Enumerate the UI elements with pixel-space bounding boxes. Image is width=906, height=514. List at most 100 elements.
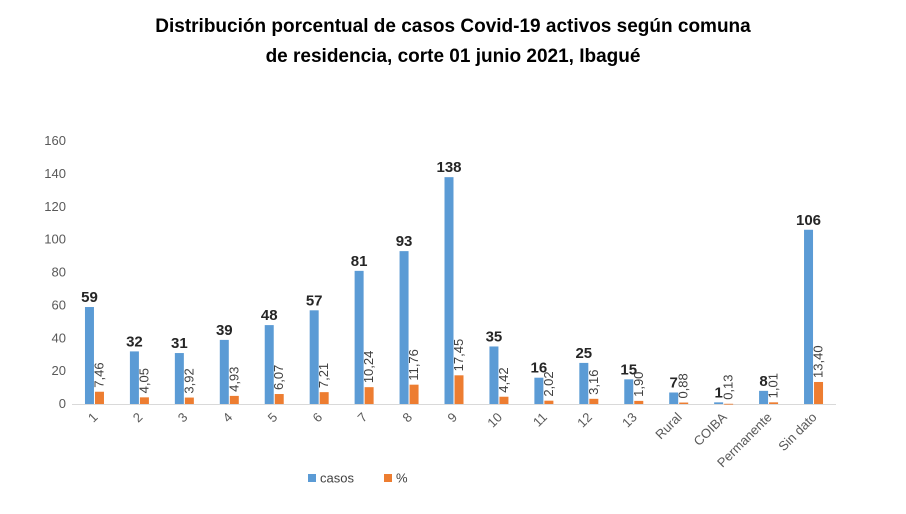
bar-casos [264,325,274,404]
y-tick-label: 120 [44,199,66,214]
bar-percent [499,396,509,404]
bar-percent [229,395,239,404]
y-tick-label: 160 [44,133,66,148]
x-tick-label: 9 [444,410,460,426]
bar-percent [364,387,374,404]
bar-value-label: 93 [396,233,413,250]
y-tick-label: 40 [52,330,66,345]
x-tick-label: 1 [85,410,101,426]
percent-value-label: 7,21 [316,363,331,388]
percent-value-label: 0,88 [676,373,691,398]
bar-casos [624,379,634,404]
x-tick-label: 10 [484,410,505,431]
x-tick-label: Rural [652,409,685,442]
bar-casos [84,307,94,404]
bar-value-label: 59 [81,289,98,306]
percent-value-label: 10,24 [361,351,376,384]
bar-value-label: 32 [126,333,143,350]
bar-percent [94,391,104,404]
chart-title-line-1: Distribución porcentual de casos Covid-1… [155,16,751,37]
bar-casos [129,351,139,404]
bar-casos [804,229,814,404]
y-axis: 0 20 40 60 80 100 120 140 160 [44,133,66,411]
bar-percent [139,397,149,404]
legend-label-casos: casos [320,471,354,486]
bar-casos [579,362,589,404]
x-tick-label: 11 [530,410,550,430]
bar-percent [454,375,464,404]
percent-value-label: 3,16 [586,369,601,394]
bars-group [84,177,824,405]
legend-swatch-percent [384,474,392,482]
bar-value-label: 106 [796,212,821,229]
y-tick-label: 140 [44,166,66,181]
percent-value-label: 13,40 [811,345,826,378]
percent-value-label: 6,07 [271,365,286,390]
y-tick-label: 80 [52,265,66,280]
bar-casos [534,377,544,404]
percent-value-label: 11,76 [406,349,421,381]
x-tick-label: 7 [355,410,371,426]
legend: casos% [308,471,408,486]
x-tick-label: 2 [130,410,146,426]
bar-percent [274,394,284,404]
bar-casos [309,310,319,404]
bar-casos [489,346,499,404]
bar-value-label: 15 [620,361,637,378]
bar-percent [679,402,689,404]
bar-value-label: 48 [261,307,278,324]
bar-casos [759,390,769,404]
bar-casos [399,251,409,404]
bar-casos [669,392,679,404]
y-tick-label: 20 [52,363,66,378]
percent-value-label: 17,45 [451,339,466,372]
bar-percent [814,381,824,404]
percent-value-label: 1,01 [766,373,781,398]
bar-percent [319,392,329,404]
percent-value-label: 4,93 [226,367,241,392]
bar-value-label: 39 [216,322,233,339]
legend-label-percent: % [396,471,408,486]
x-tick-label: 6 [310,410,326,426]
percent-value-label: 2,02 [541,371,556,396]
x-tick-label: COIBA [691,409,730,448]
chart-title-line-2: de residencia, corte 01 junio 2021, Ibag… [265,46,641,67]
bar-percent [634,400,644,404]
bar-percent [409,384,419,404]
bar-percent [589,398,599,404]
x-tick-label: 12 [574,410,595,431]
bar-percent [769,402,779,404]
x-tick-label: 8 [399,410,415,426]
x-tick-label: Sin dato [775,410,819,454]
bar-value-label: 8 [759,373,767,390]
y-tick-label: 100 [44,232,66,247]
bar-value-label: 81 [351,253,368,270]
bar-value-label: 138 [436,159,461,176]
x-tick-label: 13 [619,410,640,431]
bar-casos [354,270,364,404]
x-tick-label: 4 [220,410,236,426]
bar-casos [219,339,229,404]
bar-percent [544,400,554,404]
y-tick-label: 0 [59,396,66,411]
bar-value-label: 1 [714,384,722,401]
bar-value-label: 57 [306,292,323,309]
bar-percent [184,397,194,404]
bar-value-label: 25 [575,345,592,362]
bar-percent [724,403,734,405]
bar-value-label: 35 [486,328,503,345]
percent-value-label: 0,13 [721,374,736,399]
bar-value-label: 31 [171,335,188,352]
data-labels-group: 597,46324,05313,92394,93486,07577,218110… [81,159,825,401]
percent-value-label: 4,05 [136,368,151,393]
x-tick-label: 3 [175,410,191,426]
legend-swatch-casos [308,474,316,482]
bar-casos [714,402,724,404]
bar-casos [444,177,454,404]
percent-value-label: 4,42 [496,367,511,392]
percent-value-label: 7,46 [91,362,106,387]
percent-value-label: 1,90 [631,372,646,397]
